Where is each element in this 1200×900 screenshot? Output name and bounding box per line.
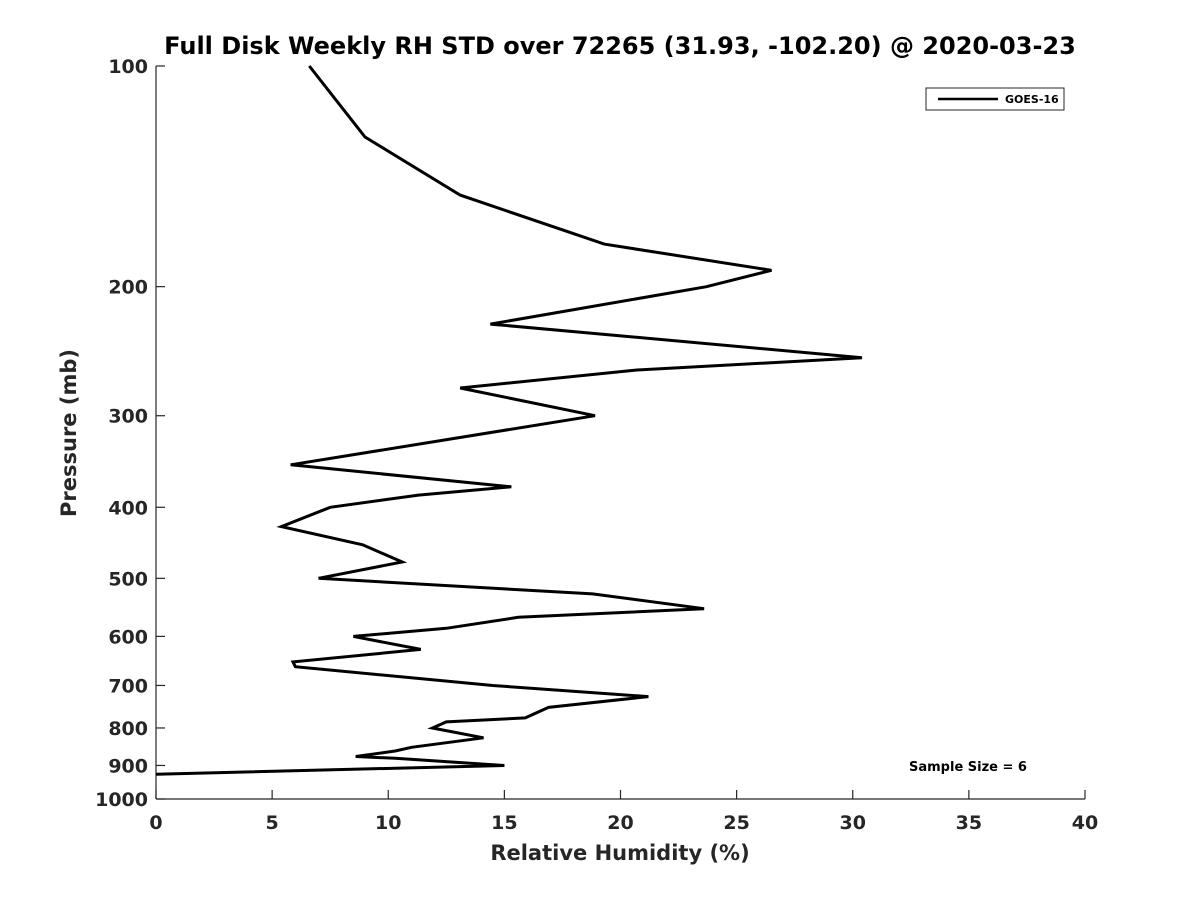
y-tick-label: 100 — [108, 56, 148, 78]
y-tick-label: 500 — [108, 568, 148, 590]
y-tick-label: 1000 — [95, 789, 148, 811]
x-tick-label: 30 — [840, 812, 866, 834]
legend-label: GOES-16 — [1005, 93, 1059, 106]
y-tick-label: 200 — [108, 277, 148, 299]
x-tick-label: 25 — [723, 812, 749, 834]
x-tick-label: 10 — [375, 812, 401, 834]
sample-size-annotation: Sample Size = 6 — [909, 760, 1027, 775]
y-tick-label: 800 — [108, 718, 148, 740]
y-tick-label: 700 — [108, 675, 148, 697]
series-group — [155, 65, 863, 776]
x-tick-label: 35 — [956, 812, 982, 834]
y-tick-label: 400 — [108, 497, 148, 519]
x-tick-label: 0 — [149, 812, 162, 834]
x-tick-label: 15 — [491, 812, 517, 834]
series-line-goes-16 — [155, 65, 863, 776]
y-tick-label: 900 — [108, 755, 148, 777]
x-axis-label: Relative Humidity (%) — [490, 841, 749, 865]
y-axis-label: Pressure (mb) — [57, 349, 81, 517]
x-tick-label: 20 — [607, 812, 633, 834]
x-tick-label: 5 — [266, 812, 279, 834]
y-tick-label: 600 — [108, 626, 148, 648]
y-axis-ticks: 100 200 300 400 500 600 700 800 900 1000 — [95, 56, 165, 811]
legend: GOES-16 — [925, 87, 1065, 111]
chart-title: Full Disk Weekly RH STD over 72265 (31.9… — [164, 32, 1076, 60]
x-tick-label: 40 — [1072, 812, 1098, 834]
y-tick-label: 300 — [108, 406, 148, 428]
x-axis-ticks: 0 5 10 15 20 25 30 35 40 — [149, 790, 1098, 834]
